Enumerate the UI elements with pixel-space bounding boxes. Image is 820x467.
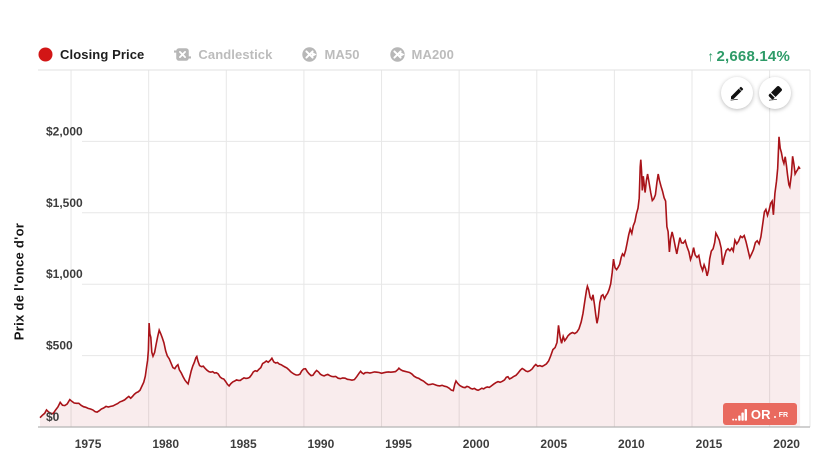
candlestick-icon: [174, 48, 192, 61]
orfr-logo-dot: [773, 415, 776, 418]
legend-item-candlestick[interactable]: Candlestick: [174, 47, 272, 62]
x-tick-label: 1990: [308, 437, 335, 451]
closing-price-dot-icon: [38, 47, 53, 62]
total-change-badge: ↑ 2,668.14%: [707, 48, 790, 65]
x-tick-label: 2020: [773, 437, 800, 451]
x-tick-label: 1995: [385, 437, 412, 451]
eraser-icon: [768, 86, 782, 101]
y-tick-label: $1,500: [46, 196, 83, 210]
ma50-icon: [302, 47, 318, 62]
orfr-logo-suffix: FR: [778, 412, 789, 419]
x-tick-label: 2015: [696, 437, 723, 451]
ma200-icon: [389, 47, 405, 62]
orfr-logo-text: OR: [750, 406, 771, 422]
legend-item-ma50[interactable]: MA50: [302, 47, 359, 62]
y-axis-title: Prix de l'once d'or: [11, 222, 27, 341]
y-tick-label: $1,000: [46, 267, 83, 281]
erase-annotation-button[interactable]: [759, 77, 791, 109]
legend-label-ma200: MA200: [411, 47, 454, 62]
legend-label-closing-price: Closing Price: [60, 47, 145, 62]
orfr-logo[interactable]: OR FR: [723, 403, 797, 425]
chart-legend: Closing Price Candlestick MA50: [38, 47, 454, 62]
x-tick-label: 1975: [75, 437, 102, 451]
legend-item-ma200[interactable]: MA200: [389, 47, 454, 62]
legend-label-ma50: MA50: [324, 47, 360, 62]
x-tick-label: 2005: [540, 437, 567, 451]
up-arrow-icon: ↑: [707, 48, 715, 64]
legend-item-closing-price[interactable]: Closing Price: [38, 47, 144, 62]
x-tick-label: 1985: [230, 437, 257, 451]
chart-toolbar: [721, 77, 791, 109]
pencil-icon: [730, 86, 744, 101]
draw-annotation-button[interactable]: [721, 77, 753, 109]
closing-price-area: [40, 136, 801, 428]
x-tick-label: 1980: [152, 437, 179, 451]
x-tick-label: 2000: [463, 437, 490, 451]
closing-price-series: [39, 136, 801, 419]
total-change-value: 2,668.14%: [716, 48, 790, 65]
x-tick-label: 2010: [618, 437, 645, 451]
y-tick-label: $500: [46, 339, 73, 353]
legend-label-candlestick: Candlestick: [198, 47, 273, 62]
y-tick-label: $2,000: [46, 124, 83, 138]
y-tick-label: $0: [46, 410, 60, 424]
bar-chart-icon: [732, 408, 747, 421]
